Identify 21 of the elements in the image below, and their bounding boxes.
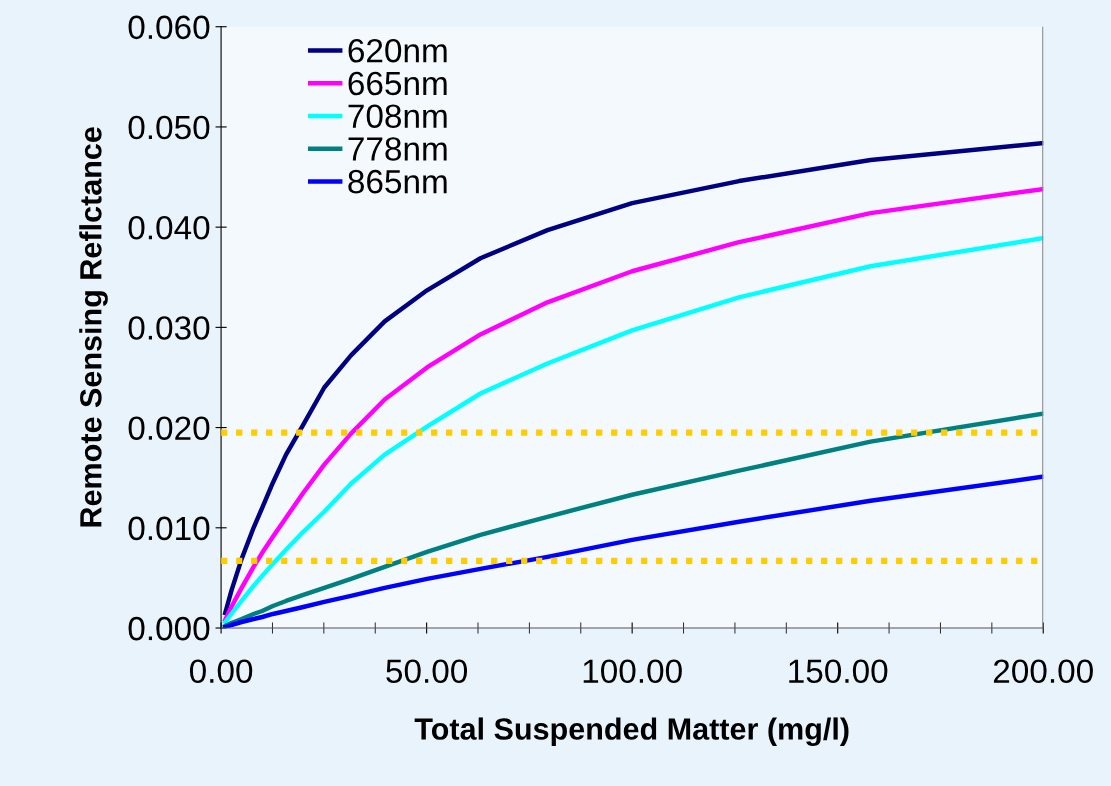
y-tick-label: 0.030 [128, 316, 210, 340]
legend-label: 708nm [348, 104, 447, 128]
y-tick-label: 0.040 [128, 215, 210, 240]
legend-label: 620nm [348, 38, 447, 63]
x-tick-label: 200.00 [993, 659, 1093, 684]
x-tick-label: 150.00 [789, 659, 888, 684]
y-tick-label: 0.010 [128, 516, 210, 541]
legend-label: 665nm [348, 71, 447, 96]
legend-label: 778nm [348, 137, 447, 161]
line-series [222, 474, 1044, 629]
y-axis-title: Remote Sensing Reflctance [79, 127, 108, 527]
y-tick-label: 0.000 [128, 616, 210, 641]
y-tick-label: 0.020 [128, 416, 210, 440]
legend-label: 865nm [348, 169, 447, 194]
y-tick-label: 0.050 [128, 115, 210, 140]
y-tick-label: 0.060 [128, 15, 210, 40]
x-tick-label: 50.00 [386, 659, 468, 684]
x-tick-label: 0.00 [189, 659, 253, 684]
x-axis-title: Total Suspended Matter (mg/l) [414, 717, 849, 747]
line-series [222, 411, 1044, 629]
x-tick-label: 100.00 [583, 659, 682, 684]
